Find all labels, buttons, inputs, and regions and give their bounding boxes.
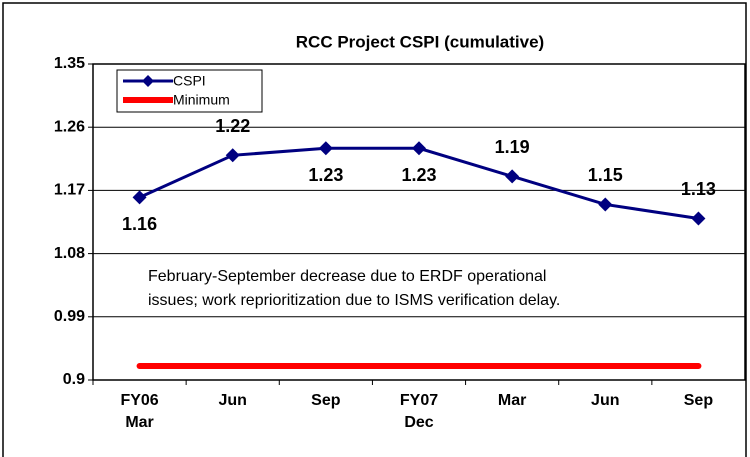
legend-marker: [142, 75, 154, 87]
marker: [225, 148, 240, 163]
marker: [691, 211, 706, 226]
data-label: 1.13: [681, 179, 716, 199]
data-label: 1.15: [588, 165, 623, 185]
y-tick-label: 1.17: [54, 182, 85, 199]
data-label: 1.22: [215, 116, 250, 136]
data-label: 1.23: [308, 165, 343, 185]
y-tick-label: 1.08: [54, 245, 85, 262]
y-tick-label: 1.35: [54, 55, 85, 72]
y-tick-label: 0.99: [54, 308, 85, 325]
y-tick-label: 0.9: [63, 371, 85, 388]
legend-box: [116, 69, 263, 113]
x-tick-label: Jun: [218, 392, 247, 409]
data-label: 1.16: [122, 214, 157, 234]
x-tick-label: Jun: [591, 392, 620, 409]
x-tick-label: Mar: [497, 392, 527, 409]
data-label: 1.23: [401, 165, 436, 185]
marker: [412, 141, 426, 156]
x-tick-label: Sep: [683, 392, 714, 409]
data-label: 1.19: [495, 137, 530, 157]
chart-title: RCC Project CSPI (cumulative): [296, 32, 544, 51]
plot-area: [92, 63, 746, 381]
x-tick-label: FY06 Mar: [120, 392, 159, 431]
legend-label: CSPI: [173, 73, 206, 89]
marker: [598, 197, 613, 212]
annotation: February-September decrease due to ERDF …: [148, 268, 561, 309]
y-tick-label: 1.26: [54, 118, 85, 135]
marker: [132, 190, 147, 205]
x-tick-label: Sep: [311, 392, 341, 409]
legend-label: Minimum: [173, 92, 230, 108]
marker: [505, 169, 520, 184]
x-tick-label: FY07 Dec: [399, 392, 439, 431]
marker: [318, 141, 333, 156]
